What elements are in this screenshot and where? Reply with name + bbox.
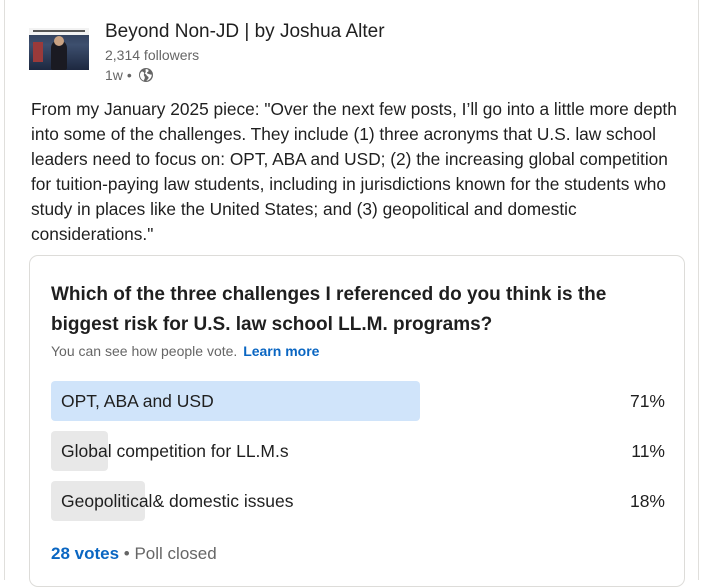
follower-count: 2,314 followers xyxy=(105,47,200,63)
avatar-head xyxy=(54,36,64,46)
post-time: 1w xyxy=(105,67,123,83)
poll-option-3-bar xyxy=(51,481,145,521)
learn-more-link[interactable]: Learn more xyxy=(243,343,320,359)
poll-option-1[interactable]: OPT, ABA and USD 71% xyxy=(51,381,665,421)
author-name[interactable]: Beyond Non-JD | by Joshua Alter xyxy=(105,21,385,42)
avatar-banner xyxy=(29,28,89,35)
meta-separator: • xyxy=(126,67,132,83)
poll-status: Poll closed xyxy=(134,544,217,563)
poll-option-1-label: OPT, ABA and USD xyxy=(61,391,214,411)
post-meta: 1w • xyxy=(105,67,154,83)
poll-visibility-text: You can see how people vote. xyxy=(51,343,238,359)
poll-option-3[interactable]: Geopolitical& domestic issues 18% xyxy=(51,481,665,521)
poll-footer-separator: • xyxy=(123,544,130,563)
poll-question: Which of the three challenges I referenc… xyxy=(51,284,607,335)
globe-icon xyxy=(138,68,153,82)
poll-option-2-label: Global competition for LL.M.s xyxy=(61,441,289,461)
poll-option-2-bar xyxy=(51,431,108,471)
poll-card: Which of the three challenges I referenc… xyxy=(29,255,685,587)
author-avatar[interactable] xyxy=(29,28,89,70)
avatar-flag xyxy=(33,42,43,62)
poll-vote-count[interactable]: 28 votes xyxy=(51,544,120,563)
poll-option-1-bar xyxy=(51,381,420,421)
poll-option-1-percent: 71% xyxy=(629,391,665,411)
poll-option-3-label: Geopolitical& domestic issues xyxy=(61,491,294,511)
poll-footer: 28 votes • Poll closed xyxy=(51,544,217,564)
poll-visibility-note: You can see how people vote. Learn more xyxy=(51,343,319,359)
poll-option-2-percent: 11% xyxy=(631,441,665,461)
post-header: Beyond Non-JD | by Joshua Alter 2,314 fo… xyxy=(29,20,669,90)
post-card: Beyond Non-JD | by Joshua Alter 2,314 fo… xyxy=(4,0,699,587)
post-body: From my January 2025 piece: "Over the ne… xyxy=(31,99,677,244)
poll-option-3-percent: 18% xyxy=(629,491,665,511)
avatar-person xyxy=(51,40,67,70)
poll-option-2[interactable]: Global competition for LL.M.s 11% xyxy=(51,431,665,471)
